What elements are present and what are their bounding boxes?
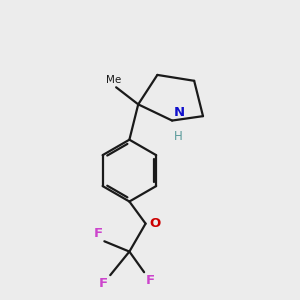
Text: Me: Me: [106, 75, 122, 85]
Text: F: F: [146, 274, 155, 287]
Text: O: O: [149, 217, 160, 230]
Text: H: H: [174, 130, 182, 143]
Text: F: F: [94, 227, 103, 240]
Text: F: F: [99, 277, 108, 290]
Text: N: N: [174, 106, 185, 119]
